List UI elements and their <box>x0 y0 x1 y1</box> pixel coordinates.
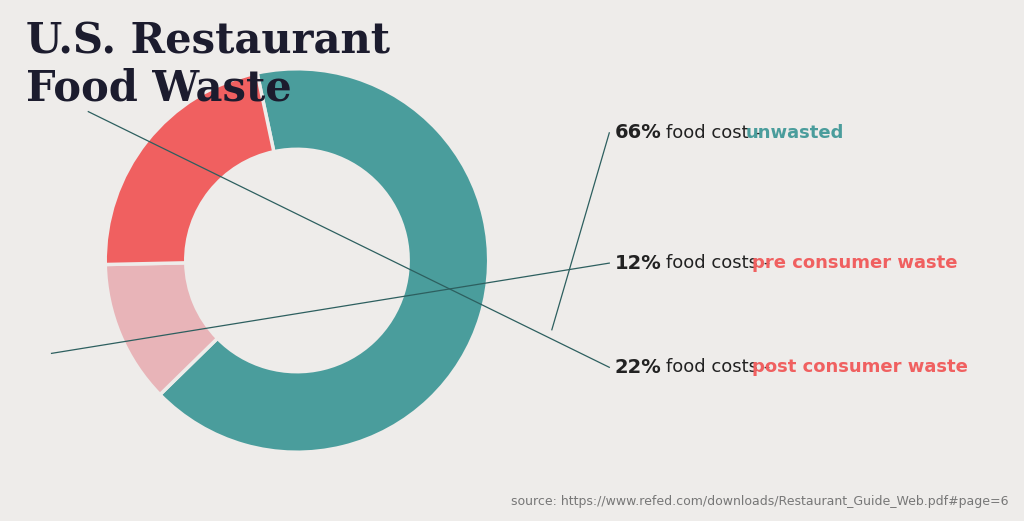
Text: post consumer waste: post consumer waste <box>752 358 968 376</box>
Text: pre consumer waste: pre consumer waste <box>752 254 957 272</box>
Text: 12%: 12% <box>614 254 662 272</box>
Text: food cost -: food cost - <box>666 124 766 142</box>
Text: unwasted: unwasted <box>745 124 844 142</box>
Text: source: https://www.refed.com/downloads/Restaurant_Guide_Web.pdf#page=6: source: https://www.refed.com/downloads/… <box>511 495 1009 508</box>
Wedge shape <box>105 73 273 265</box>
Wedge shape <box>160 69 488 452</box>
Text: food costs -: food costs - <box>666 358 775 376</box>
Text: food costs -: food costs - <box>666 254 775 272</box>
Text: 22%: 22% <box>614 358 662 377</box>
Text: U.S. Restaurant
Food Waste: U.S. Restaurant Food Waste <box>26 21 389 110</box>
Wedge shape <box>105 263 217 394</box>
Text: 66%: 66% <box>614 123 662 142</box>
